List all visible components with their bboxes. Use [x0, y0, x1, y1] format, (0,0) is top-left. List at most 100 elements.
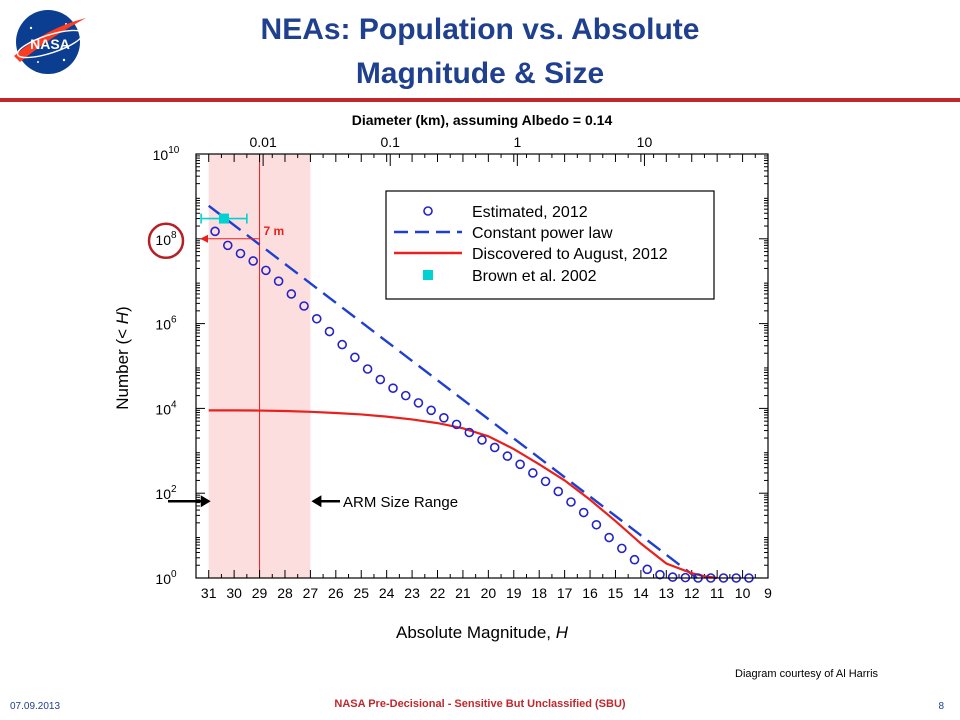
x-tick-label: 28: [277, 585, 293, 601]
top-tick-label: 0.01: [249, 134, 276, 150]
plot-frame: [195, 153, 769, 579]
tick-labels: 31 30 29 28 27 26 25 24 23 22 21 20 19 18 17 16 15 14 13 12…: [153, 134, 772, 601]
estimated-point: [261, 265, 271, 276]
x-tick-label: 22: [430, 585, 446, 601]
legend-symbol-estimated: [423, 206, 433, 216]
y-tick-label: 104: [155, 399, 177, 417]
annotations: 7 m ARM Size Range: [147, 222, 458, 511]
x-tick-label: 24: [379, 585, 395, 601]
x-tick-label: 13: [659, 585, 675, 601]
estimated-point: [464, 427, 475, 438]
y-tick-label: 100: [155, 569, 177, 587]
x-tick-label: 14: [633, 585, 649, 601]
x-tick-label: 9: [764, 585, 772, 601]
estimated-point: [540, 476, 551, 487]
discovered-line: [208, 409, 718, 580]
axis-ticks: [195, 153, 769, 579]
estimated-point: [629, 554, 640, 565]
top-tick-label: 1: [513, 134, 521, 150]
footer-page-number: 8: [938, 701, 944, 712]
estimated-point: [667, 572, 678, 582]
estimated-point: [655, 569, 665, 580]
estimated-point: [299, 301, 309, 311]
arm-size-range-label: ARM Size Range: [343, 494, 458, 511]
estimated-point: [248, 256, 258, 266]
estimated-point: [604, 532, 614, 543]
x-tick-label: 17: [557, 585, 573, 601]
y-tick-label: 106: [155, 315, 177, 333]
x-tick-label: 18: [531, 585, 547, 601]
slide-title: NEAs: Population vs. Absolute Magnitude …: [150, 8, 810, 96]
seven-m-arrowhead: [200, 234, 208, 243]
arm-left-arrowhead: [200, 495, 211, 508]
y-axis-label-end: ): [113, 306, 132, 312]
estimated-point: [286, 289, 297, 299]
x-axis-label-var: H: [556, 623, 569, 642]
nasa-logo-text: NASA: [30, 36, 70, 52]
x-axis-label-text: Absolute Magnitude,: [396, 623, 556, 642]
estimated-point: [566, 497, 576, 507]
brown-point: [218, 213, 229, 224]
y-axis-label: Number (< H): [113, 306, 132, 409]
legend-label: Constant power law: [472, 225, 613, 242]
estimated-point: [400, 390, 411, 401]
y-tick-label: 1010: [153, 145, 180, 163]
estimated-point: [222, 240, 233, 251]
legend-label: Estimated, 2012: [472, 204, 588, 221]
title-divider: [0, 98, 960, 102]
estimated-point: [235, 248, 246, 259]
power-law-line: [207, 204, 698, 579]
estimated-point: [439, 413, 449, 423]
estimated-point: [617, 543, 627, 554]
series-layer: [200, 204, 754, 583]
x-tick-label: 25: [353, 585, 369, 601]
highlight-circle: [147, 222, 185, 260]
estimated-point: [591, 519, 602, 530]
x-axis-label: Absolute Magnitude, H: [396, 623, 569, 642]
x-tick-label: 19: [506, 585, 522, 601]
arm-right-arrowhead: [311, 495, 322, 508]
legend-symbol-brown: [423, 270, 433, 280]
x-tick-label: 23: [404, 585, 420, 601]
top-axis-label: Diameter (km), assuming Albedo = 0.14: [352, 112, 613, 128]
title-line-2: Magnitude & Size: [355, 57, 605, 90]
x-tick-label: 12: [684, 585, 700, 601]
x-tick-label: 27: [303, 585, 319, 601]
x-tick-label: 21: [455, 585, 471, 601]
nasa-logo: NASA: [14, 10, 86, 74]
y-tick-label: 102: [155, 484, 177, 502]
estimated-point: [210, 226, 220, 237]
legend: Estimated, 2012 Constant power law Discove…: [385, 190, 715, 300]
x-tick-label: 16: [582, 585, 598, 601]
seven-m-label: 7 m: [264, 224, 285, 238]
estimated-point: [337, 339, 347, 350]
estimated-point: [477, 435, 487, 445]
x-tick-label: 26: [328, 585, 344, 601]
estimated-point: [426, 405, 436, 416]
top-tick-label: 0.1: [380, 134, 400, 150]
legend-label: Brown et al. 2002: [472, 268, 597, 285]
estimated-point: [502, 451, 513, 461]
x-tick-label: 31: [201, 585, 217, 601]
x-tick-label: 10: [735, 585, 751, 601]
y-axis-label-var: H: [113, 311, 132, 324]
estimated-point: [413, 398, 424, 408]
footer-classification: NASA Pre-Decisional - Sensitive But Uncl…: [334, 698, 626, 710]
estimated-point: [578, 507, 589, 518]
x-tick-label: 30: [226, 585, 242, 601]
estimated-point: [375, 374, 386, 385]
estimated-point: [515, 459, 525, 470]
top-tick-label: 10: [637, 134, 653, 150]
estimated-point: [642, 564, 653, 575]
y-axis-label-text: Number (<: [113, 324, 132, 410]
legend-box: [385, 190, 715, 300]
x-tick-label: 20: [481, 585, 497, 601]
estimated-point: [324, 326, 335, 337]
estimated-point: [451, 419, 462, 430]
estimated-point: [350, 352, 360, 363]
diagram-credit: Diagram courtesy of Al Harris: [735, 668, 879, 680]
title-line-1: NEAs: Population vs. Absolute: [260, 13, 700, 46]
estimated-point: [489, 442, 500, 453]
estimated-point: [311, 313, 322, 324]
